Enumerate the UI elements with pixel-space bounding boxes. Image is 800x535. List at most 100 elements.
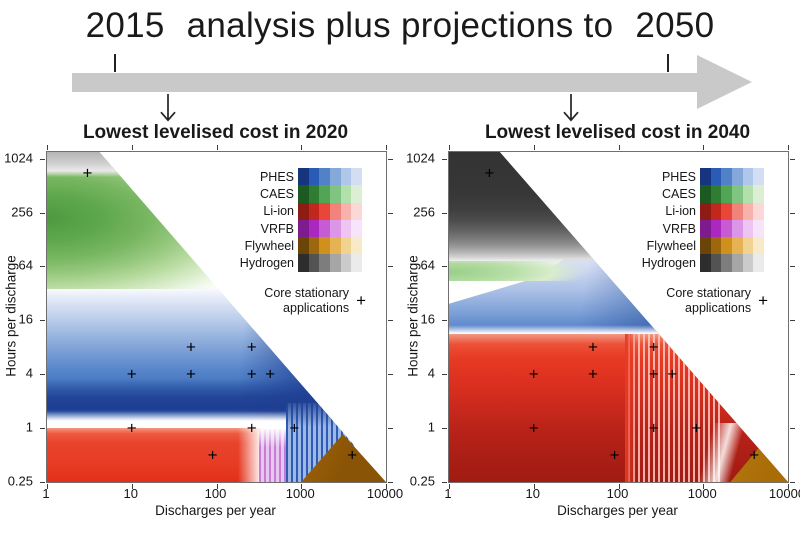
y-tick-label: 64 (420, 257, 435, 273)
plus-marker: + (648, 418, 659, 438)
legend-swatch (298, 168, 309, 186)
legend-swatch (721, 237, 733, 255)
legend-swatch (742, 254, 754, 272)
plus-marker: + (528, 418, 539, 438)
plus-marker: + (186, 337, 196, 357)
legend-row-hydrogen: Hydrogen (240, 254, 363, 272)
x-tick-label: 1 (444, 486, 452, 501)
axis-tick (442, 482, 447, 483)
plus-marker: + (648, 337, 659, 357)
legend-label: Li-ion (665, 204, 696, 219)
axis-tick (533, 145, 535, 150)
axis-tick (301, 145, 303, 150)
y-tick-label: 256 (413, 204, 435, 219)
legend-label: CAES (661, 186, 696, 201)
legend-swatch (330, 202, 341, 220)
axis-tick (442, 428, 447, 430)
legend-swatch (753, 237, 765, 255)
application-markers: + + + + + + + + + + + + (449, 152, 788, 482)
plus-marker: + (207, 445, 218, 465)
axis-tick (618, 484, 620, 489)
legend-row-vrfb: VRFB (642, 219, 765, 238)
legend-swatch (753, 254, 765, 272)
axis-tick (388, 212, 393, 214)
legend-swatch (319, 254, 331, 272)
plus-marker: + (588, 337, 598, 357)
legend-row-caes: CAES (240, 185, 363, 203)
legend-row-caes: CAES (642, 185, 765, 203)
axis-tick (449, 145, 450, 150)
x-tick-label: 10000 (768, 486, 800, 501)
plus-marker: + (289, 418, 300, 438)
plus-marker: + (484, 163, 495, 183)
legend-row-phes: PHES (642, 168, 765, 186)
legend-swatch (340, 237, 352, 255)
legend-swatch (330, 254, 341, 272)
axis-tick (790, 428, 795, 430)
legend-swatch (319, 168, 331, 186)
axis-tick (40, 158, 45, 160)
legend-swatch (700, 185, 711, 203)
title-year-end: 2050 (635, 6, 715, 45)
legend-color-ramp (298, 202, 363, 220)
x-tick-label: 1 (42, 486, 50, 501)
plus-marker-icon: + (758, 290, 768, 310)
legend-color-ramp (298, 219, 363, 238)
axis-tick (703, 484, 705, 489)
legend-swatch (721, 185, 733, 203)
main-title: 2015 analysis plus projections to 2050 (0, 6, 800, 46)
axis-tick (47, 145, 48, 150)
legend-row-li-ion: Li-ion (642, 202, 765, 220)
legend-swatch (700, 202, 711, 220)
legend-color-ramp (298, 237, 363, 255)
y-tick-labels: 1024 256 64 16 4 1 0.25 (402, 150, 442, 488)
legend-swatch (319, 219, 331, 238)
legend-caption: Core stationary applications + (264, 286, 366, 316)
legend-swatch (753, 168, 765, 186)
application-markers: + + + + + + + + + + + + (47, 152, 386, 482)
axis-tick (388, 374, 393, 376)
legend-swatch (351, 237, 363, 255)
legend-swatch (351, 202, 363, 220)
y-tick-labels: 1024 256 64 16 4 1 0.25 (0, 150, 40, 488)
plus-marker: + (588, 364, 598, 384)
legend-swatch (330, 168, 341, 186)
axis-tick (618, 145, 620, 150)
axis-tick (388, 320, 393, 322)
plus-marker: + (246, 364, 257, 384)
legend-label: Flywheel (646, 238, 696, 253)
plus-marker: + (648, 364, 659, 384)
axis-tick (442, 212, 447, 214)
plus-marker: + (246, 337, 257, 357)
legend-swatch (721, 202, 733, 220)
x-tick-label: 10 (123, 486, 138, 501)
legend-swatch (298, 202, 309, 220)
legend-swatch (340, 254, 352, 272)
y-tick-label: 256 (11, 204, 33, 219)
legend-swatch (710, 202, 722, 220)
y-tick-label: 1 (25, 419, 33, 435)
axis-tick (703, 145, 705, 150)
plus-marker: + (265, 364, 276, 384)
legend-swatch (753, 185, 765, 203)
x-tick-label: 100 (606, 486, 629, 501)
axis-tick (388, 482, 393, 483)
legend-swatch (298, 237, 309, 255)
y-tick-label: 4 (25, 365, 33, 381)
panel-2040: Lowest levelised cost in 2040 Hours per … (402, 120, 800, 532)
axis-tick (788, 484, 789, 489)
legend-swatch (700, 237, 711, 255)
axis-tick (386, 484, 387, 489)
legend-swatch (700, 219, 711, 238)
legend-label: Hydrogen (641, 256, 696, 271)
axis-tick (533, 484, 535, 489)
axis-tick (790, 374, 795, 376)
legend-swatch (308, 237, 320, 255)
axis-tick (216, 484, 218, 489)
axis-tick (790, 482, 795, 483)
legend-swatch (340, 185, 352, 203)
x-tick-label: 1000 (285, 486, 315, 501)
legend-swatch (710, 185, 722, 203)
legend-swatch (700, 254, 711, 272)
caption-text: Core stationary applications (666, 286, 752, 315)
